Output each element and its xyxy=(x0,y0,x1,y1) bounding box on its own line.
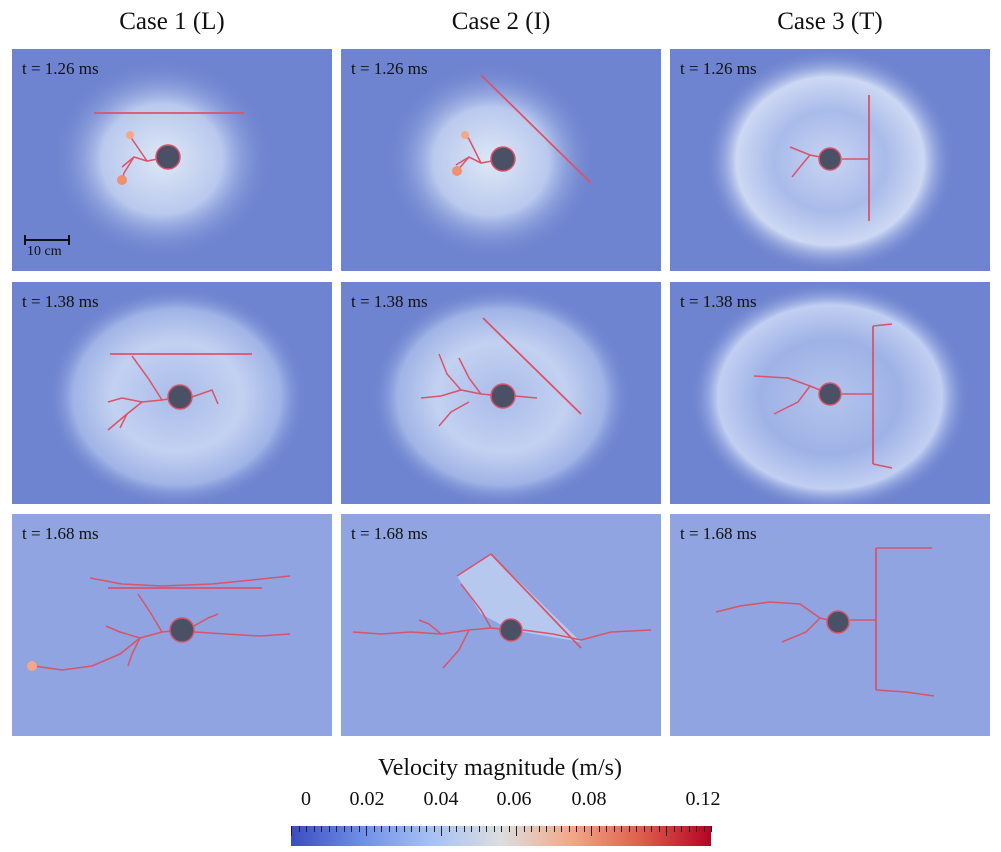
velocity-field xyxy=(352,553,652,669)
time-label: t = 1.38 ms xyxy=(22,292,99,311)
colorbar-tick xyxy=(448,826,450,832)
column-title-case-2: Case 2 (I) xyxy=(451,8,551,35)
colorbar-tick xyxy=(643,826,645,832)
colorbar-tick xyxy=(351,826,352,832)
panel-case1-t2: t = 1.38 ms xyxy=(12,282,332,504)
colorbar-tick xyxy=(523,826,525,832)
colorbar-tick xyxy=(651,826,652,832)
column-title-case-1: Case 1 (L) xyxy=(119,8,225,35)
colorbar-tick xyxy=(553,826,555,832)
colorbar-tick xyxy=(411,826,412,832)
colorbar-tick-label: 0.12 xyxy=(685,788,721,810)
time-label: t = 1.68 ms xyxy=(351,524,428,543)
panel-case1-t3: t = 1.68 ms xyxy=(12,514,332,736)
colorbar-tick xyxy=(388,826,390,832)
scale-bar: 10 cm xyxy=(24,235,72,265)
colorbar-tick xyxy=(696,826,697,832)
scale-bar-label: 10 cm xyxy=(27,244,62,259)
colorbar-tick xyxy=(591,826,592,836)
colorbar-tick xyxy=(666,826,667,836)
velocity-field xyxy=(715,547,935,697)
colorbar-tick xyxy=(298,826,300,832)
colorbar-tick xyxy=(636,826,637,832)
colorbar-tick xyxy=(508,826,510,832)
time-label: t = 1.26 ms xyxy=(351,59,428,78)
colorbar-tick xyxy=(321,826,322,832)
colorbar-tick xyxy=(606,826,607,832)
colorbar-tick xyxy=(366,826,367,836)
velocity-field xyxy=(386,63,596,259)
velocity-field xyxy=(690,282,970,504)
colorbar-tick xyxy=(418,826,420,832)
colorbar-tick xyxy=(486,826,487,832)
velocity-field xyxy=(371,287,631,504)
panel-case2-t2: t = 1.38 ms xyxy=(341,282,661,504)
colorbar-tick xyxy=(328,826,330,832)
colorbar-tick xyxy=(306,826,307,832)
velocity-field xyxy=(27,575,291,671)
colorbar-tick xyxy=(463,826,465,832)
colorbar-tick xyxy=(478,826,480,832)
colorbar-tick xyxy=(403,826,405,832)
colorbar-tick xyxy=(381,826,382,832)
colorbar-tick xyxy=(568,826,570,832)
velocity-field xyxy=(47,287,307,504)
panel-case2-t1: t = 1.26 ms xyxy=(341,49,661,271)
time-label: t = 1.68 ms xyxy=(680,524,757,543)
colorbar xyxy=(291,826,712,846)
colorbar-tick xyxy=(343,826,345,832)
colorbar-tick xyxy=(373,826,375,832)
colorbar-tick xyxy=(576,826,577,832)
time-label: t = 1.26 ms xyxy=(22,59,99,78)
colorbar-tick xyxy=(426,826,427,832)
colorbar-tick xyxy=(688,826,690,832)
colorbar-tick xyxy=(313,826,315,832)
colorbar-tick xyxy=(358,826,360,832)
colorbar-tick xyxy=(703,826,705,832)
colorbar-tick xyxy=(598,826,600,832)
colorbar-tick-label: 0 xyxy=(301,788,311,810)
colorbar-tick xyxy=(336,826,337,832)
velocity-field xyxy=(52,59,272,259)
velocity-field xyxy=(705,49,955,271)
panel-case3-t3: t = 1.68 ms xyxy=(670,514,990,736)
colorbar-tick xyxy=(613,826,615,832)
panel-case2-t3: t = 1.68 ms xyxy=(341,514,661,736)
colorbar-tick xyxy=(681,826,682,832)
colorbar-tick xyxy=(711,826,712,832)
colorbar-tick xyxy=(621,826,622,832)
panel-case3-t2: t = 1.38 ms xyxy=(670,282,990,504)
time-label: t = 1.38 ms xyxy=(680,292,757,311)
colorbar-tick xyxy=(291,826,292,836)
colorbar-tick xyxy=(538,826,540,832)
time-label: t = 1.38 ms xyxy=(351,292,428,311)
colorbar-tick xyxy=(441,826,442,836)
colorbar-tick xyxy=(501,826,502,832)
colorbar-tick-label: 0.08 xyxy=(571,788,607,810)
colorbar-tick xyxy=(546,826,547,832)
colorbar-tick xyxy=(516,826,517,836)
colorbar-tick xyxy=(673,826,675,832)
colorbar-tick-label: 0.06 xyxy=(496,788,532,810)
colorbar-tick xyxy=(583,826,585,832)
colorbar-tick xyxy=(561,826,562,832)
time-label: t = 1.68 ms xyxy=(22,524,99,543)
column-title-case-3: Case 3 (T) xyxy=(777,8,883,35)
colorbar-tick xyxy=(396,826,397,832)
colorbar-tick xyxy=(456,826,457,832)
panel-case3-t1: t = 1.26 ms xyxy=(670,49,990,271)
colorbar-tick xyxy=(658,826,660,832)
colorbar-tick xyxy=(471,826,472,832)
colorbar-tick-label: 0.04 xyxy=(423,788,459,810)
colorbar-tick xyxy=(628,826,630,832)
panel-case1-t1: t = 1.26 ms 10 cm xyxy=(12,49,332,271)
colorbar-tick xyxy=(493,826,495,832)
colorbar-tick-label: 0.02 xyxy=(349,788,385,810)
colorbar-tick xyxy=(531,826,532,832)
colorbar-tick xyxy=(433,826,435,832)
colorbar-title: Velocity magnitude (m/s) xyxy=(378,755,622,781)
time-label: t = 1.26 ms xyxy=(680,59,757,78)
